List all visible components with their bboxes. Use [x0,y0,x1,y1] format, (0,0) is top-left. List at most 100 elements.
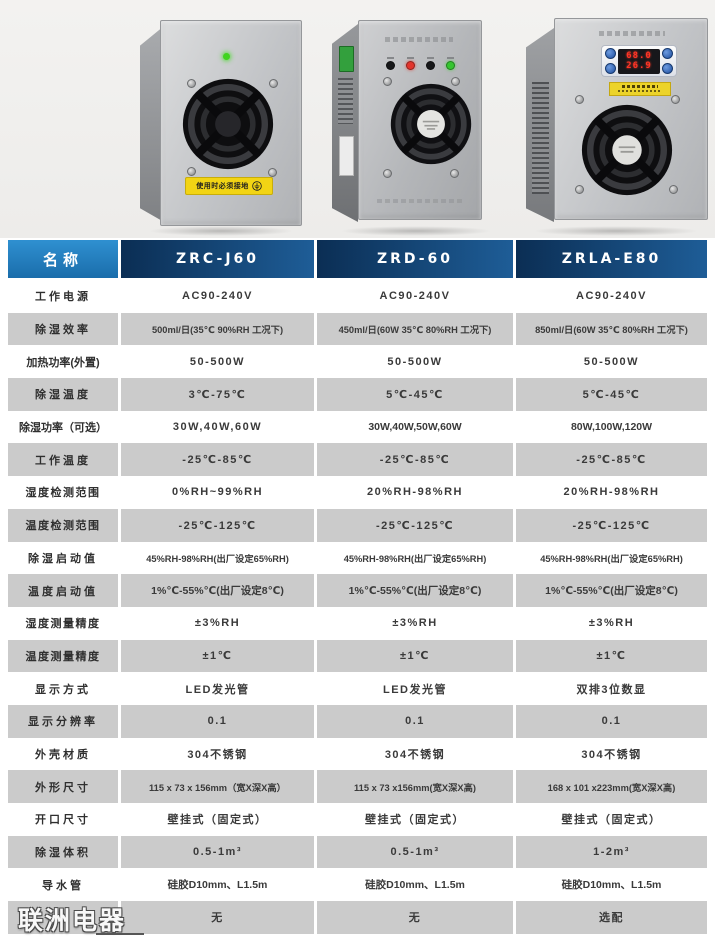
column-header-model-zrc-j60: ZRC-J60 [121,240,314,278]
power-led [223,53,230,60]
table-row: 温度启动值 1%℃-55%℃(出厂设定8℃) 1%℃-55%℃(出厂设定8℃) 1%℃… [8,574,707,607]
status-led [425,57,435,70]
spec-value: 50-500W [317,345,513,379]
spec-value: 1%℃-55%℃(出厂设定8℃) [317,574,513,607]
side-sticker [339,136,354,176]
temperature-readout: 26.9 [626,60,652,71]
spec-value: 1%℃-55%℃(出厂设定8℃) [516,574,707,607]
row-label: 工作电源 [8,280,118,313]
row-label: 开口尺寸 [8,803,118,836]
spec-value: 304不锈钢 [317,737,513,771]
spec-value: 30W,40W,50W,60W [317,410,513,444]
screw [383,169,392,178]
fan-grille-icon [581,104,673,196]
ground-symbol-icon [252,181,262,191]
spec-value: 20%RH-98%RH [516,476,707,509]
spec-value: 壁挂式（固定式） [516,803,707,836]
spec-value: ±3%RH [516,606,707,640]
device-front-panel [358,20,482,220]
product-photo-zrla-e80: 68.0 26.9 [522,10,710,236]
run-led [445,57,455,70]
spec-value: 115 x 73 x 156mm（宽X深X高） [121,770,314,803]
table-row: 开口尺寸 壁挂式（固定式） 壁挂式（固定式） 壁挂式（固定式） [8,803,707,836]
table-row: 除湿功率（可选） 30W,40W,60W 30W,40W,50W,60W 80W,10… [8,410,707,444]
spec-value: 0.5-1m³ [121,835,314,869]
column-header-model-zrd-60: ZRD-60 [317,240,513,278]
spec-value: -25℃-125℃ [317,508,513,542]
display-button [662,48,673,59]
spec-value: AC90-240V [121,280,314,313]
ground-warning-label: 使用时必须接地 [185,177,273,195]
side-vents [338,78,353,124]
row-label: 温度测量精度 [8,639,118,673]
display-button [662,63,673,74]
screw [268,168,277,177]
row-label: 显示分辨率 [8,704,118,738]
spec-value: 168 x 101 x223mm(宽X深X高) [516,770,707,803]
spec-value: 选配 [516,901,707,934]
spec-value: 50-500W [516,345,707,379]
row-label: 温度检测范围 [8,508,118,542]
spec-value: 0.1 [121,704,314,738]
watermark-underline [96,933,144,935]
spec-value: 1-2m³ [516,835,707,869]
spec-value: 500ml/日(35℃ 90%RH 工况下) [121,312,314,346]
table-row: 显示方式 LED发光管 LED发光管 双排3位数显 [8,672,707,705]
screw [187,167,196,176]
row-label: 湿度检测范围 [8,476,118,509]
row-label: 导水管 [8,868,118,902]
column-header-name: 名称 [8,240,118,278]
row-label: 加热功率(外置) [8,345,118,379]
spec-value: -25℃-85℃ [516,443,707,477]
screw [669,185,678,194]
spec-value: ±1℃ [121,639,314,673]
spec-value: 45%RH-98%RH(出厂设定65%RH) [317,541,513,575]
status-led [385,57,395,70]
spec-value: -25℃-85℃ [317,443,513,477]
spec-value: 45%RH-98%RH(出厂设定65%RH) [121,541,314,575]
screw [269,79,278,88]
screw [383,77,392,86]
row-label: 除湿温度 [8,378,118,411]
row-label: 除湿体积 [8,835,118,869]
etched-title-text [599,31,665,36]
spec-value: 硅胶D10mm、L1.5m [317,868,513,902]
spec-value: 0%RH~99%RH [121,476,314,509]
spec-value: -25℃-125℃ [516,508,707,542]
spec-value: 0.5-1m³ [317,835,513,869]
spec-value: 304不锈钢 [121,737,314,771]
screw [451,77,460,86]
spec-value: ±3%RH [121,606,314,640]
product-photo-zrd-60 [330,8,502,236]
row-label: 除湿功率（可选） [8,410,118,444]
spec-value: 850ml/日(60W 35℃ 80%RH 工况下) [516,312,707,346]
spec-value: 壁挂式（固定式） [317,803,513,836]
table-header-row: 名称 ZRC-J60 ZRD-60 ZRLA-E80 [8,240,707,278]
display-button [605,48,616,59]
spec-table: 名称 ZRC-J60 ZRD-60 ZRLA-E80 工作电源 AC90-240V… [8,240,707,934]
alarm-led [405,57,415,70]
table-row: 湿度测量精度 ±3%RH ±3%RH ±3%RH [8,606,707,640]
row-label: 除湿效率 [8,312,118,346]
table-row: 外壳材质 304不锈钢 304不锈钢 304不锈钢 [8,737,707,771]
row-label: 工作温度 [8,443,118,477]
spec-value: 硅胶D10mm、L1.5m [121,868,314,902]
row-label [8,901,118,934]
watermark-logo: 联洲电器 [18,906,127,935]
warning-strip [609,82,671,96]
spec-value: -25℃-85℃ [121,443,314,477]
spec-value: 双排3位数显 [516,672,707,705]
spec-value: AC90-240V [317,280,513,313]
table-row: 温度检测范围 -25℃-125℃ -25℃-125℃ -25℃-125℃ [8,508,707,542]
table-row: 除湿温度 3℃-75℃ 5℃-45℃ 5℃-45℃ [8,378,707,411]
spec-value: LED发光管 [317,672,513,705]
spec-value: 450ml/日(60W 35℃ 80%RH 工况下) [317,312,513,346]
row-label: 除湿启动值 [8,541,118,575]
table-row: 外形尺寸 115 x 73 x 156mm（宽X深X高） 115 x 73 x156… [8,770,707,803]
spec-value: -25℃-125℃ [121,508,314,542]
spec-value: 0.1 [317,704,513,738]
spec-value: 50-500W [121,345,314,379]
spec-value: 壁挂式（固定式） [121,803,314,836]
row-label: 外形尺寸 [8,770,118,803]
column-header-model-zrla-e80: ZRLA-E80 [516,240,707,278]
